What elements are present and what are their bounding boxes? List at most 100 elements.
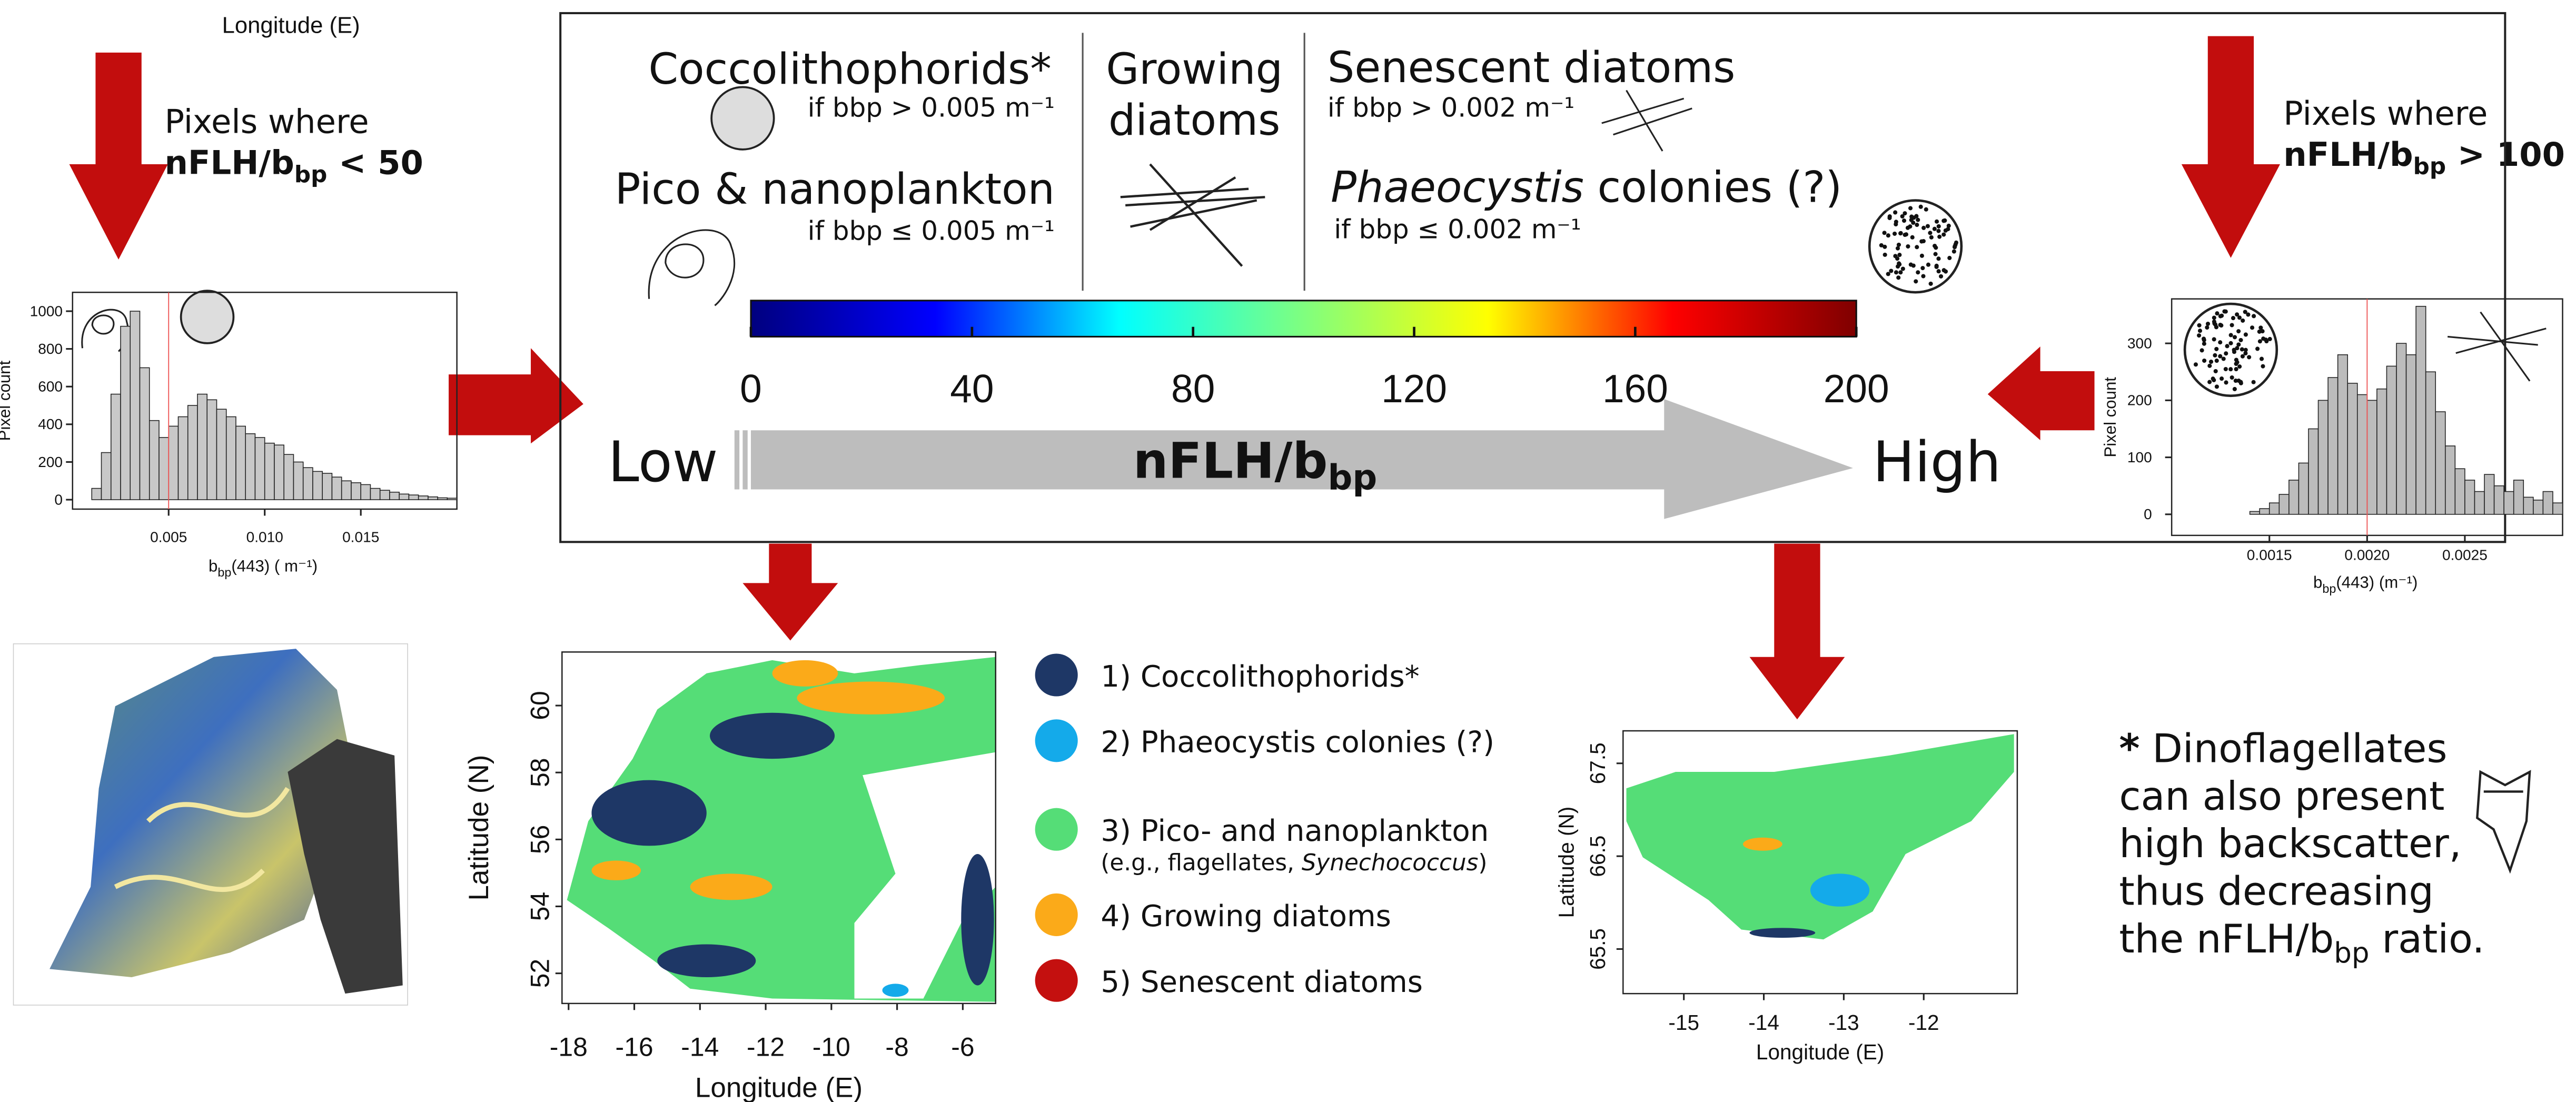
figure: Longitude (E) Pixels where nFLH/bbp < 50… [0, 0, 2576, 1102]
icon-dot [1954, 241, 1958, 245]
histogram-bar [342, 481, 351, 500]
icon-dot [1906, 244, 1910, 249]
y-axis-label: Pixel count [2101, 377, 2119, 458]
x-axis-label: bbp(443) (m⁻¹) [2313, 573, 2418, 595]
map-patch [883, 984, 909, 997]
x-axis-label: bbp(443) ( m⁻¹) [209, 557, 318, 579]
icon-dot [2202, 342, 2206, 346]
map-patch [797, 681, 945, 714]
legend-label: 2) Phaeocystis colonies (?) [1101, 726, 1494, 760]
y-tick-label: 1000 [30, 303, 63, 319]
legend-swatch [1035, 719, 1078, 762]
icon-dot [1937, 269, 1941, 273]
group-name: Growing [1106, 45, 1283, 94]
coccolith-icon [181, 291, 234, 343]
x-tick-label: 0.015 [342, 529, 379, 545]
icon-dot [1896, 275, 1900, 280]
icon-dot [2222, 356, 2226, 361]
histogram-bar [322, 473, 332, 500]
icon-dot [2241, 354, 2245, 359]
icon-dot [1916, 270, 1920, 274]
histogram-bar [265, 443, 274, 500]
histogram-bar [274, 445, 284, 500]
x-tick-label: -12 [1908, 1010, 1939, 1035]
icon-dot [2230, 375, 2234, 380]
icon-dots [1879, 205, 2272, 391]
colorbar-tick-label: 200 [1824, 366, 1889, 411]
histogram-bar [2309, 429, 2319, 514]
histogram-bar [178, 417, 187, 500]
footnote-line: can also present [2119, 773, 2444, 819]
icon-dot [2243, 310, 2247, 314]
map-patch [657, 945, 756, 977]
footnote-line: the nFLH/bbp ratio. [2119, 916, 2484, 969]
icon-dot [2219, 323, 2223, 327]
icon-dot [1897, 253, 1901, 257]
histogram-bar [2435, 412, 2445, 514]
icon-dot [2235, 360, 2239, 364]
histogram-bar [2494, 486, 2504, 514]
footnote-line: * Dinoflagellates [2119, 726, 2447, 771]
group-cond: if bbp > 0.005 m⁻¹ [808, 92, 1055, 123]
x-tick-label: 0.005 [150, 529, 187, 545]
histogram-bar [419, 496, 428, 500]
footnote-text: the nFLH/b [2119, 916, 2334, 962]
x-axis-label-part: (443) ( m⁻¹) [231, 557, 318, 575]
histogram-bar [303, 468, 313, 500]
icon-dot [2202, 338, 2206, 342]
icon-dot [1936, 229, 1940, 233]
note-line: Pixels where [164, 103, 369, 141]
arrow [1750, 543, 1845, 719]
scale-high: High [1872, 430, 2001, 495]
histogram-bar [438, 498, 447, 500]
x-tick-label: -13 [1828, 1010, 1859, 1035]
icon-dot [1929, 235, 1934, 240]
icon-dot [2202, 359, 2206, 363]
group-name: diatoms [1108, 96, 1280, 145]
map-patch [1810, 873, 1869, 906]
icon-dot [2209, 360, 2213, 364]
colorbar-tick-label: 160 [1602, 366, 1668, 411]
map-patch [1743, 838, 1782, 851]
icon-dot [2258, 339, 2262, 343]
legend-swatch [1035, 653, 1078, 696]
group-name: Pico & nanoplankton [615, 165, 1055, 214]
histogram-bar [2533, 500, 2543, 514]
group-cond: if bbp ≤ 0.005 m⁻¹ [808, 215, 1055, 246]
diatom-icon [1121, 164, 1265, 266]
map-patch [591, 780, 706, 846]
icon-dot [2244, 332, 2248, 336]
y-tick-label: 65.5 [1586, 928, 1610, 970]
icon-dot [1901, 266, 1905, 271]
x-tick-label: 0.0025 [2442, 547, 2488, 563]
histogram-bar [2377, 389, 2387, 514]
y-tick-label: 400 [38, 416, 63, 432]
expr: nFLH/b [2283, 135, 2413, 174]
y-tick-label: 300 [2127, 335, 2152, 351]
icon-dot [1919, 239, 1924, 243]
x-tick-label: -6 [951, 1032, 974, 1062]
histogram-bar [284, 454, 293, 500]
icon-dot [2247, 355, 2251, 359]
colorbar-tick-label: 40 [950, 366, 994, 411]
icon-dot [1916, 218, 1920, 222]
icon-dot [2215, 384, 2219, 389]
diatom-icon [2448, 312, 2546, 381]
histogram-bar [2406, 355, 2416, 514]
group-name-italic: Phaeocystis [1331, 163, 1584, 213]
icon-dot [1908, 206, 1913, 210]
footnote-text [2139, 726, 2152, 771]
icon-dot [2213, 353, 2217, 358]
icon-dot [2212, 337, 2216, 341]
icon-dot [1934, 252, 1938, 256]
icon-dot [1944, 229, 1948, 233]
dinoflagellate-icon [2477, 772, 2530, 870]
icon-dot [2225, 344, 2229, 348]
legend-label: 5) Senescent diatoms [1101, 965, 1423, 999]
histogram-bar [169, 426, 178, 500]
y-tick-label: 100 [2127, 449, 2152, 465]
y-tick-label: 54 [525, 892, 554, 921]
icon-dot [1920, 254, 1924, 258]
arrow [449, 348, 583, 443]
